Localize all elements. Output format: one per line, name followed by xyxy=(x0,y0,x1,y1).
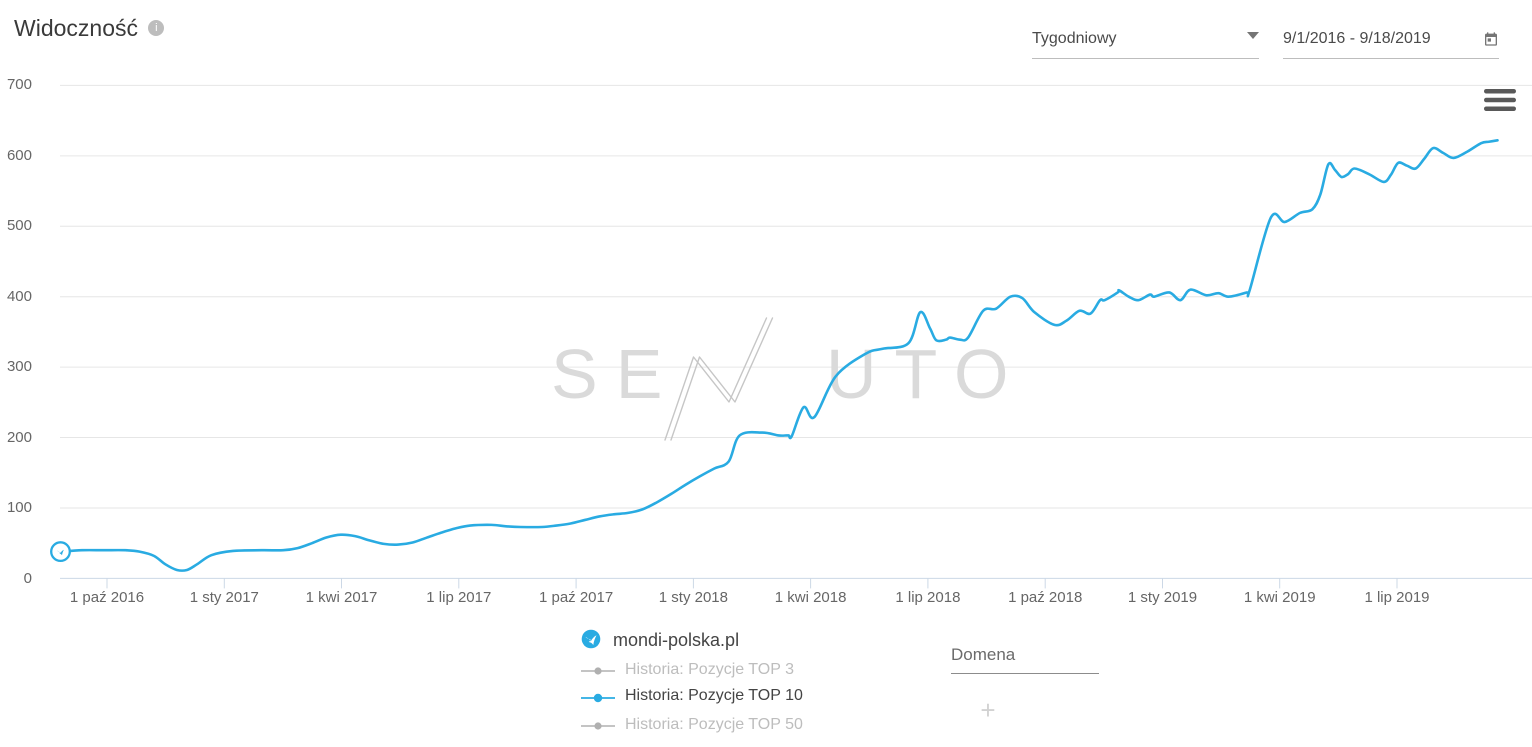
svg-text:SE: SE xyxy=(551,335,680,413)
svg-text:UTO: UTO xyxy=(826,335,1027,413)
